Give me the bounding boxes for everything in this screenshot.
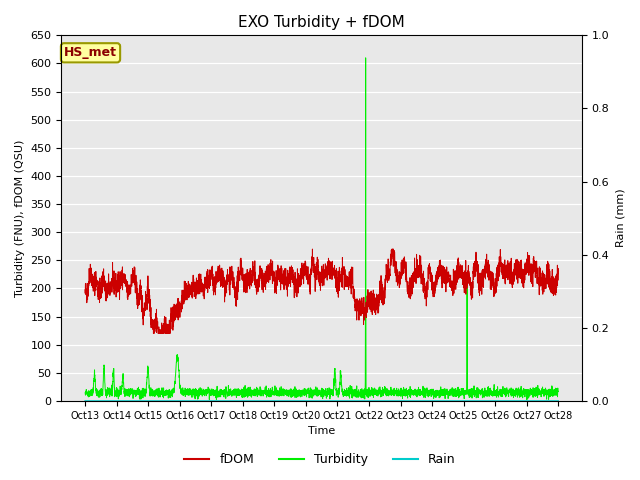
Y-axis label: Turbidity (FNU), fDOM (QSU): Turbidity (FNU), fDOM (QSU): [15, 140, 25, 297]
Title: EXO Turbidity + fDOM: EXO Turbidity + fDOM: [238, 15, 405, 30]
X-axis label: Time: Time: [308, 426, 335, 436]
Legend: fDOM, Turbidity, Rain: fDOM, Turbidity, Rain: [179, 448, 461, 471]
Text: HS_met: HS_met: [64, 46, 117, 60]
Y-axis label: Rain (mm): Rain (mm): [615, 189, 625, 248]
